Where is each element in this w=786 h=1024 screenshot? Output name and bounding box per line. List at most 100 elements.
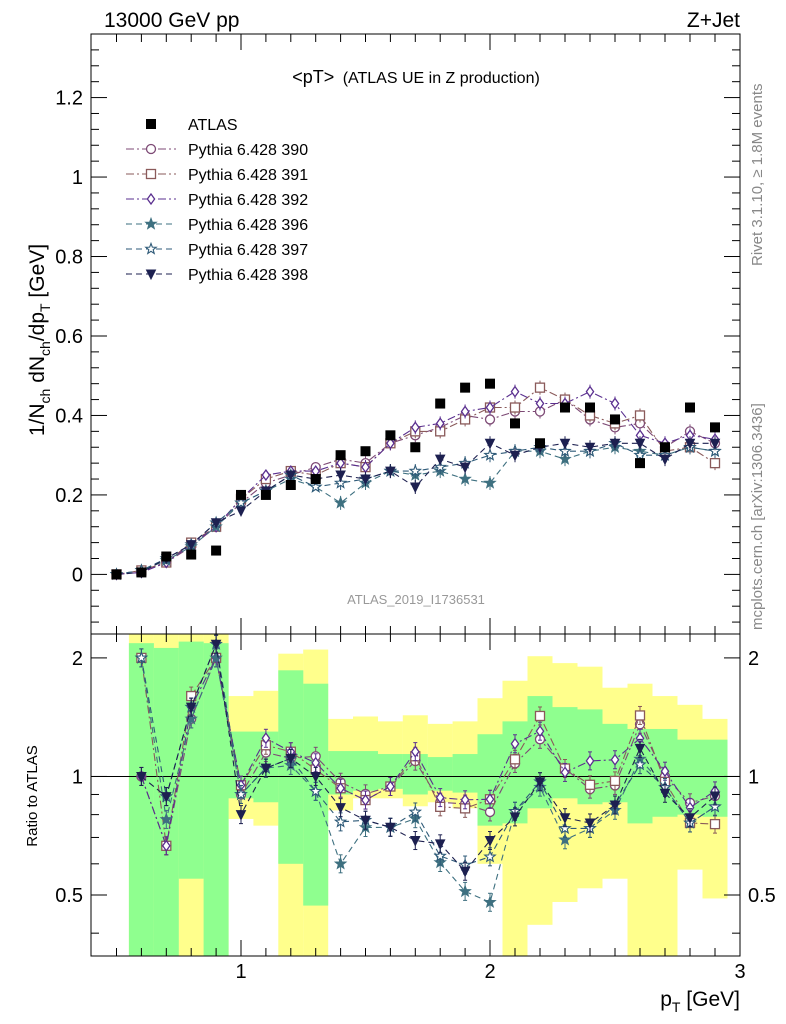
point [434,454,446,466]
point [483,448,497,461]
ratio-series [134,634,722,912]
point [408,804,423,818]
point [145,269,157,281]
legend-label: ATLAS [188,117,238,134]
point [333,856,348,870]
point [385,822,396,834]
header-right: Z+Jet [687,9,740,32]
point [709,791,721,803]
ratio-y-tick-label: 1 [72,766,83,788]
point [434,839,446,850]
point [161,839,171,852]
main-panel: 0 0.2 0.4 0.6 0.8 1 1.2 [55,33,741,635]
atlas-point [360,446,371,457]
point [159,812,174,826]
point [261,732,271,745]
point [184,711,198,725]
point [146,192,156,206]
point [333,814,348,828]
legend-label: Pythia 6.428 396 [188,217,308,234]
point [385,780,395,793]
point [708,799,722,813]
point [333,475,348,489]
point [535,725,545,738]
uncertainty-band [427,757,453,791]
legend-label: Pythia 6.428 392 [188,192,308,209]
point [185,702,197,714]
atlas-point [285,479,296,490]
legend-marker-atlas [146,119,156,129]
point [484,438,496,450]
atlas-point [610,414,620,425]
point [144,216,158,230]
point [483,895,497,909]
point [609,800,621,812]
point [459,866,471,878]
atlas-point [211,545,222,556]
atlas-point [485,378,495,389]
point [634,438,646,450]
point [684,438,696,450]
point [709,818,721,830]
point [535,397,545,410]
legend-label: Pythia 6.428 391 [188,167,308,184]
point [509,812,521,823]
point [433,848,447,862]
point [134,650,149,664]
y-tick-label: 1 [72,167,83,189]
point [458,884,472,898]
point [433,460,447,473]
point [210,518,222,529]
point [560,766,570,779]
point [633,757,647,771]
legend: ATLAS Pythia 6.428 390 Pythia 6.428 391 Pyt… [126,117,308,284]
point [285,470,297,482]
ratio-panel: 0.5 0.5 1 1 2 2 [55,633,776,957]
ratio-y-tick-label-right: 2 [748,648,759,670]
point [659,454,671,466]
x-tick-label: 1 [235,961,246,983]
point [485,401,495,414]
point [483,849,497,863]
point [361,793,370,807]
atlas-point [410,442,421,453]
atlas-point [710,422,720,433]
header-left: 13000 GeV pp [104,9,239,32]
point [410,745,420,758]
point [634,743,646,755]
point [584,442,596,454]
point [708,444,722,457]
ratio-y-tick-label: 0.5 [55,885,83,907]
point [634,410,646,421]
point [509,402,521,413]
point [335,470,346,482]
point [145,168,157,180]
point [634,710,646,721]
point [584,779,596,790]
legend-label: Pythia 6.428 390 [188,142,308,159]
rivet-label: Rivet 3.1.10, ≥ 1.8M events [749,84,766,267]
chart-title: <pT> (ATLAS UE in Z production) [292,67,540,87]
uncertainty-band [552,707,578,799]
x-tick-label: 2 [484,961,495,983]
point [460,405,470,418]
point [409,836,421,847]
x-tick-labels: 1 2 3 [235,961,745,983]
point [485,793,495,806]
point [234,495,248,509]
point [558,821,572,835]
point [609,438,621,450]
point [410,421,420,434]
main-ticks [91,34,741,634]
y-axis-label: 1/Nch dNch/dpT [GeV] [26,244,53,436]
point [336,782,346,795]
atlas-point [310,474,321,485]
ratio-line [140,642,716,866]
point [235,506,247,517]
point [333,495,348,509]
point [484,414,496,425]
atlas-point [136,567,147,578]
atlas-point [635,458,645,469]
y-tick-label: 0 [72,564,83,586]
